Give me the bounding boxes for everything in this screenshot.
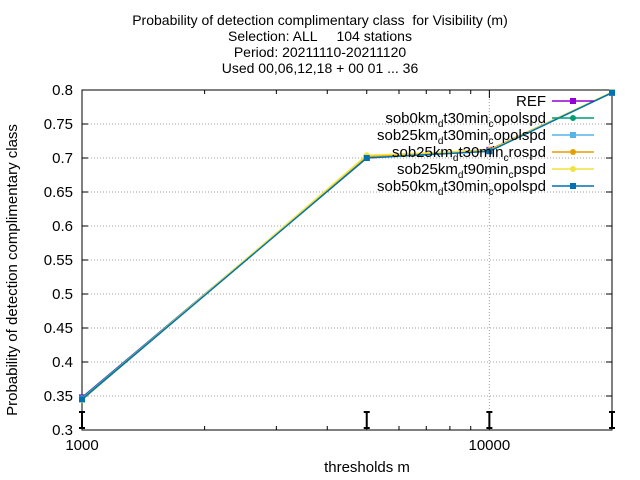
legend-marker bbox=[570, 166, 576, 172]
y-tick-label: 0.3 bbox=[52, 422, 73, 439]
legend-label: sob25kmdt90mincpspd bbox=[397, 161, 546, 181]
y-tick-label: 0.5 bbox=[52, 286, 73, 303]
y-tick-label: 0.65 bbox=[44, 184, 73, 201]
chart-title-line-1: Probability of detection complimentary c… bbox=[132, 12, 508, 28]
series-point-5 bbox=[609, 89, 615, 96]
legend-label: sob50kmdt30mincopolspd bbox=[377, 178, 546, 198]
chart-title-line-3: Period: 20211110-20211120 bbox=[233, 44, 407, 60]
series-line-5 bbox=[81, 92, 613, 400]
legend-item: sob25kmdt30mincrospd bbox=[392, 144, 594, 164]
legend-label: sob0kmdt30mincopolspd bbox=[385, 110, 546, 130]
y-tick-label: 0.4 bbox=[52, 354, 73, 371]
x-tick-label: 1000 bbox=[65, 437, 98, 454]
legend-marker bbox=[570, 132, 576, 138]
y-tick-label: 0.75 bbox=[44, 116, 73, 133]
series-point-5 bbox=[79, 396, 85, 403]
series-point-5 bbox=[486, 148, 493, 155]
legend-label: sob25kmdt30mincopolspd bbox=[377, 127, 546, 147]
chart-title-line-4: Used 00,06,12,18 + 00 01 ... 36 bbox=[221, 60, 419, 76]
legend-item: sob0kmdt30mincopolspd bbox=[385, 110, 594, 130]
x-axis-label: thresholds m bbox=[324, 459, 410, 476]
legend-marker bbox=[570, 149, 576, 155]
chart-title-line-2: Selection: ALL 104 stations bbox=[228, 28, 412, 44]
y-axis-label: Probability of detection complimentary c… bbox=[4, 124, 21, 416]
legend-item: sob25kmdt90mincpspd bbox=[397, 161, 594, 181]
legend: REFsob0kmdt30mincopolspdsob25kmdt30minco… bbox=[377, 93, 594, 198]
x-tick-label: 10000 bbox=[469, 437, 511, 454]
legend-label: REF bbox=[516, 93, 546, 110]
plot-frame bbox=[81, 89, 613, 431]
y-tick-label: 0.8 bbox=[52, 82, 73, 99]
legend-item: REF bbox=[516, 93, 594, 110]
legend-item: sob25kmdt30mincopolspd bbox=[377, 127, 594, 147]
series-point-5 bbox=[363, 155, 370, 161]
y-tick-label: 0.35 bbox=[44, 388, 73, 405]
y-tick-label: 0.6 bbox=[52, 218, 73, 235]
y-tick-label: 0.55 bbox=[44, 252, 73, 269]
y-tick-label: 0.7 bbox=[52, 150, 73, 167]
legend-marker bbox=[570, 115, 576, 121]
legend-marker bbox=[570, 183, 576, 189]
legend-label: sob25kmdt30mincrospd bbox=[392, 144, 546, 164]
legend-marker bbox=[570, 98, 576, 104]
y-tick-label: 0.45 bbox=[44, 320, 73, 337]
legend-item: sob50kmdt30mincopolspd bbox=[377, 178, 594, 198]
